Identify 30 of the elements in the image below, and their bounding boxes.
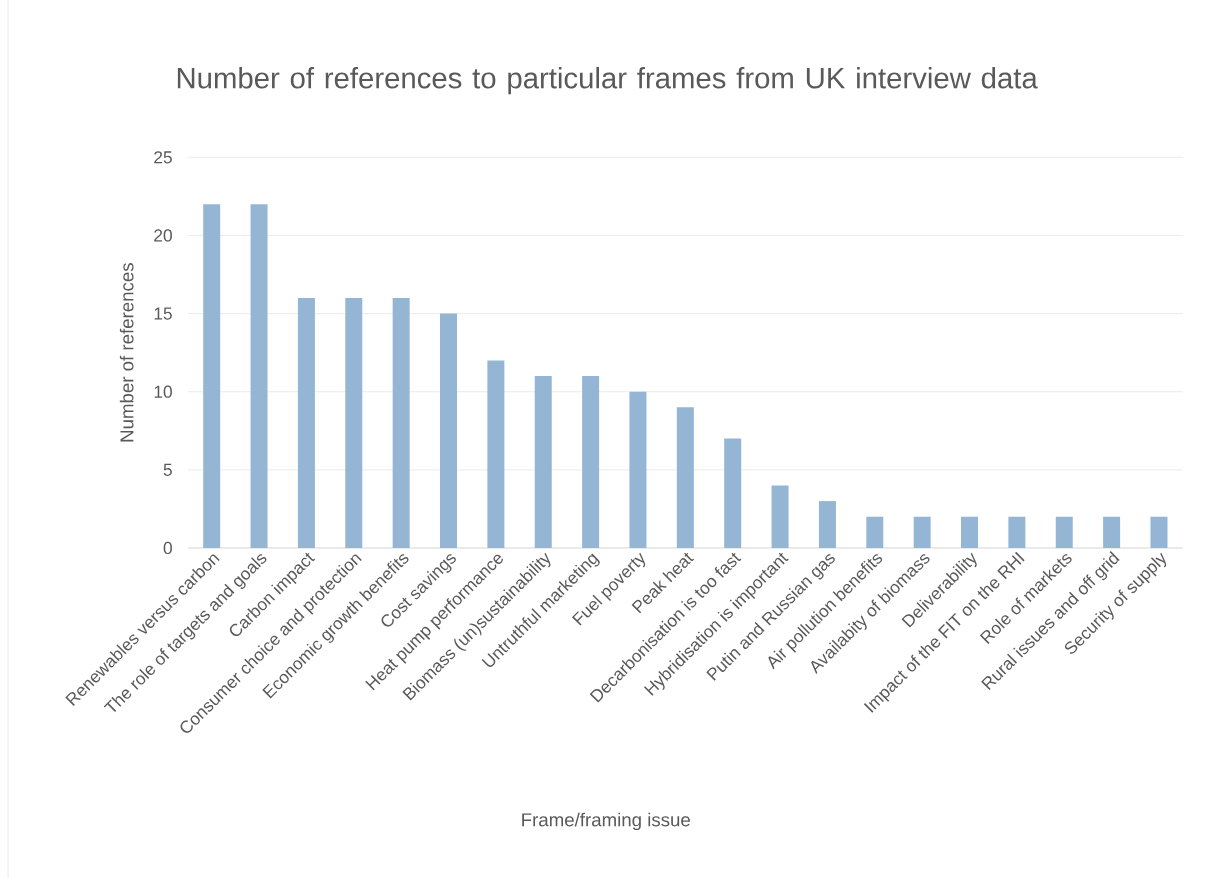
bar <box>771 485 789 548</box>
chart-title: Number of references to particular frames from UK interview data <box>177 66 1038 95</box>
bar <box>913 516 931 548</box>
bar <box>676 407 694 548</box>
y-tick-label: 25 <box>154 151 172 164</box>
bar <box>534 376 552 548</box>
bar <box>629 391 647 548</box>
y-tick-label: 20 <box>154 229 172 242</box>
bar <box>582 376 600 548</box>
bar <box>866 516 884 548</box>
y-tick-label: 0 <box>163 541 172 555</box>
bar <box>1103 516 1121 548</box>
bar <box>250 204 268 548</box>
bar <box>487 360 505 548</box>
bar <box>203 204 221 548</box>
bar <box>297 297 315 548</box>
y-tick-label: 10 <box>154 385 172 398</box>
x-axis-title: Frame/framing issue <box>522 812 690 831</box>
y-tick-label: 15 <box>154 307 172 320</box>
bar <box>440 313 458 548</box>
bar <box>1055 516 1073 548</box>
bar <box>724 438 742 548</box>
bar <box>1150 516 1168 548</box>
bar <box>818 501 836 548</box>
bar <box>1008 516 1026 548</box>
bar <box>392 297 410 548</box>
bar <box>345 297 363 548</box>
y-axis-title: Number of references <box>119 263 134 442</box>
y-tick-label: 5 <box>163 463 172 476</box>
bar <box>961 516 979 548</box>
